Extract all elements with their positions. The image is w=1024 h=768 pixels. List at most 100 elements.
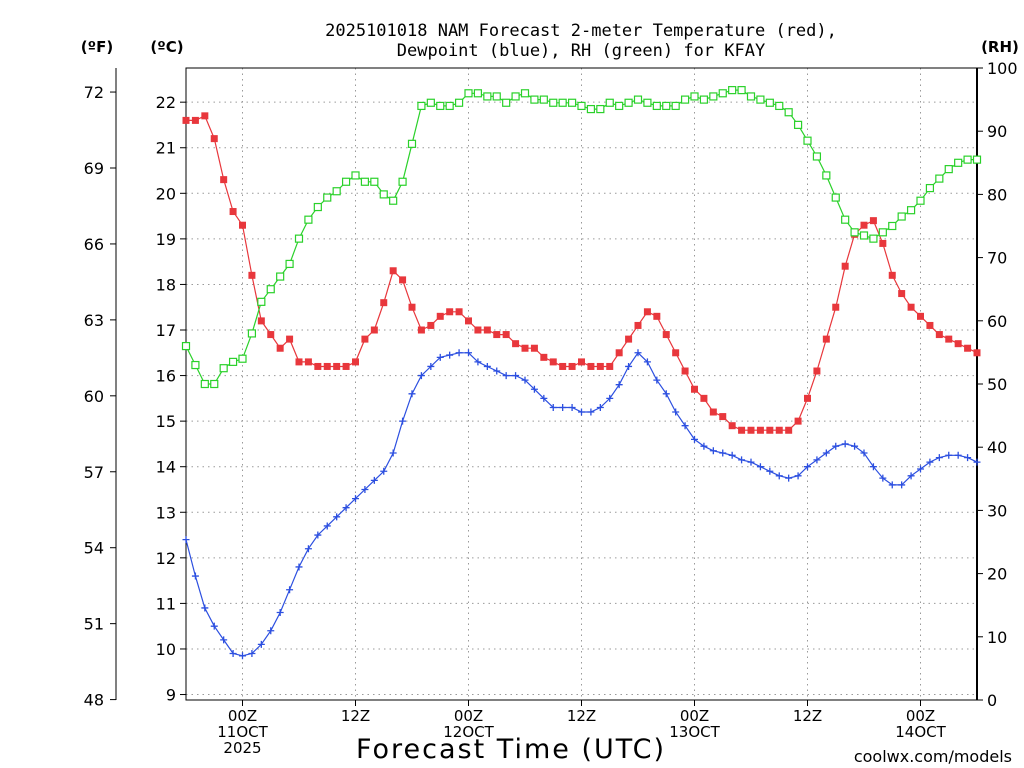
dewpoint-point (276, 609, 284, 617)
rh-point (228, 357, 238, 366)
rh-point (680, 95, 690, 104)
dewpoint-point (248, 650, 256, 658)
temperature-point (625, 335, 633, 343)
rh-point (502, 98, 511, 107)
time-tick-label: 00Z (680, 707, 709, 725)
fahrenheit-tick-label: 66 (84, 235, 104, 254)
rh-point (266, 285, 275, 294)
temperature-point (596, 362, 604, 370)
dewpoint-point (201, 604, 209, 612)
rh-point (963, 155, 972, 164)
dewpoint-point (493, 367, 501, 375)
rh-point (577, 101, 586, 111)
x-axis-label: Forecast Time (UTC) (356, 734, 666, 765)
rh-point (652, 101, 661, 111)
dewpoint-point (691, 435, 698, 443)
rh-point (944, 165, 953, 174)
temperature-point (879, 239, 887, 247)
dewpoint-point (314, 531, 322, 539)
fahrenheit-tick-label: 48 (84, 691, 104, 710)
rh-point (492, 92, 501, 101)
rh-point (473, 89, 483, 98)
temperature-point (304, 358, 312, 366)
rh-tick-label: 50 (987, 375, 1007, 394)
dewpoint-point (756, 463, 764, 471)
dewpoint-point (267, 627, 275, 635)
temperature-point (756, 426, 764, 434)
rh-point (511, 92, 520, 101)
rh-point (181, 341, 191, 351)
rh-tick-label: 0 (987, 691, 997, 710)
dewpoint-point (615, 381, 623, 389)
temperature-point (333, 362, 341, 370)
dewpoint-point (521, 376, 529, 384)
temperature-point (926, 321, 934, 329)
temperature-point (267, 331, 275, 339)
temperature-point (465, 317, 472, 325)
rh-point (643, 98, 652, 107)
time-tick-label: 12Z (567, 707, 596, 725)
rh-tick-label: 100 (987, 59, 1018, 78)
dewpoint-point (794, 472, 802, 480)
rh-point (549, 98, 558, 107)
temperature-point (709, 408, 717, 416)
dewpoint-point (804, 463, 811, 471)
rh-unit-label: (RH) (981, 38, 1019, 56)
dewpoint-point (775, 472, 783, 480)
temperature-point (276, 344, 284, 352)
time-tick-label: 12Z (341, 707, 370, 725)
rh-point (888, 221, 897, 231)
temperature-point (700, 394, 708, 402)
rh-point (728, 86, 737, 95)
dewpoint-point (427, 362, 435, 370)
dewpoint-point (361, 485, 369, 493)
dewpoint-point (832, 442, 840, 450)
fahrenheit-unit-label: (ºF) (81, 38, 113, 56)
rh-tick-label: 90 (987, 122, 1007, 141)
rh-point (285, 259, 294, 269)
temperature-point (813, 367, 821, 375)
dewpoint-point (342, 504, 350, 512)
fahrenheit-tick-label: 60 (84, 387, 104, 406)
rh-point (304, 215, 313, 224)
dewpoint-point (747, 458, 755, 466)
time-tick-label: 12Z (793, 707, 822, 725)
celsius-tick-label: 9 (166, 686, 176, 705)
temperature-point (380, 299, 388, 307)
celsius-unit-label: (ºC) (150, 38, 183, 56)
temperature-point (860, 221, 868, 229)
dewpoint-point (530, 385, 538, 393)
chart-title-line-2: Dewpoint (blue), RH (green) for KFAY (397, 41, 765, 61)
rh-point (775, 101, 784, 111)
rh-point (690, 92, 699, 101)
rh-point (210, 379, 219, 389)
dewpoint-point (380, 467, 388, 475)
temperature-point (502, 331, 510, 339)
rh-point (539, 95, 548, 104)
rh-point (615, 101, 624, 111)
dewpoint-point (785, 474, 793, 482)
dewpoint-point (964, 454, 972, 462)
rh-point (765, 98, 774, 107)
dewpoint-point (587, 408, 595, 416)
dewpoint-point (606, 394, 614, 402)
dewpoint-point (766, 467, 774, 475)
rh-point (530, 95, 539, 104)
rh-point (313, 202, 322, 212)
rh-point (219, 364, 228, 373)
temperature-point (964, 344, 972, 352)
dewpoint-point (502, 372, 510, 380)
rh-point (247, 329, 257, 338)
temperature-point (257, 317, 265, 325)
rh-tick-label: 80 (987, 185, 1007, 204)
dewpoint-point (389, 449, 397, 457)
dewpoint-point (465, 349, 472, 357)
temperature-point (794, 417, 802, 425)
temperature-point (239, 221, 246, 229)
rh-point (954, 158, 963, 167)
rh-point (803, 136, 812, 145)
rh-point (897, 212, 906, 221)
temperature-point (493, 331, 501, 339)
dewpoint-point (709, 447, 717, 455)
